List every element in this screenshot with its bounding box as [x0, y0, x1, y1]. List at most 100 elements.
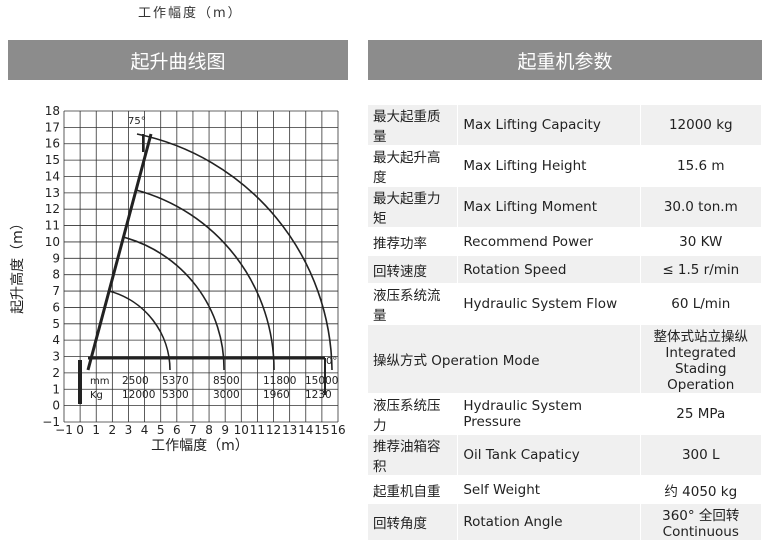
- y-tick-label: 7: [52, 284, 60, 298]
- x-tick-label: 1: [92, 423, 100, 437]
- table-row: 最大起重质量 Max Lifting Capacity 12000 kg: [368, 105, 763, 146]
- x-axis-label: 工作幅度（m）: [151, 438, 249, 454]
- table-cell: 30 KW: [640, 227, 763, 256]
- table-row: 起重机自重 Self Weight 约 4050 kg: [368, 475, 763, 504]
- table-cell: Self Weight: [457, 475, 641, 504]
- table-cell: 15.6 m: [640, 145, 763, 187]
- load-value: 1960: [263, 389, 290, 401]
- x-tick-label: 6: [173, 423, 181, 437]
- table-cell: 60 L/min: [640, 283, 763, 325]
- table-cell: 液压系统压力: [368, 393, 459, 435]
- radius-value: 15000: [305, 375, 338, 387]
- table-cell: 液压系统流量: [368, 283, 459, 325]
- load-value: 5300: [162, 389, 189, 401]
- y-tick-label: 2: [52, 366, 60, 380]
- table-cell: ≤ 1.5 r/min: [640, 255, 763, 284]
- x-tick-label: 4: [141, 423, 149, 437]
- y-tick-label: 13: [45, 186, 60, 200]
- table-cell: Oil Tank Capaticy: [457, 434, 641, 476]
- y-tick-label: 6: [52, 300, 60, 314]
- y-tick-label: 1: [52, 382, 60, 396]
- table-row: 回转角度 Rotation Angle 360° 全回转 Continuous: [368, 503, 763, 541]
- arc: [135, 189, 275, 371]
- table-cell: Rotation Speed: [457, 255, 641, 284]
- table-row: 液压系统压力 Hydraulic System Pressure 25 MPa: [368, 393, 763, 435]
- spec-table: 最大起重质量 Max Lifting Capacity 12000 kg 最大起升高度…: [368, 105, 763, 541]
- row-label: Kg: [90, 390, 103, 401]
- x-tick-label: 11: [250, 423, 265, 437]
- table-row: 推荐功率 Recommend Power 30 KW: [368, 227, 763, 256]
- y-tick-label: 15: [45, 153, 60, 167]
- x-tick-label: 14: [298, 423, 313, 437]
- y-tick-label: 17: [45, 120, 60, 134]
- table-cell: 回转速度: [368, 255, 459, 284]
- y-tick-label: 14: [45, 169, 60, 183]
- load-value: 12000: [122, 389, 155, 401]
- table-cell: 整体式站立操纵 Integrated Stading Operation: [640, 324, 763, 394]
- y-tick-label: 4: [52, 333, 60, 347]
- x-tick-label: 0: [76, 423, 84, 437]
- table-cell: Recommend Power: [457, 227, 641, 256]
- boom: [86, 133, 153, 371]
- table-cell: 最大起重质量: [368, 105, 459, 146]
- table-cell: 操纵方式 Operation Mode: [368, 324, 641, 394]
- page: {"header_caption":"工作幅度（m）", "left_title…: [8, 6, 763, 541]
- table-cell: 300 L: [640, 434, 763, 476]
- caption: 工作幅度（m）: [138, 6, 243, 21]
- y-tick-label: 5: [52, 317, 60, 331]
- y-tick-label: 10: [45, 235, 60, 249]
- table-cell: Max Lifting Moment: [457, 186, 641, 228]
- arc: [136, 133, 333, 371]
- table-cell: 最大起重力矩: [368, 186, 459, 228]
- section-title: 起升曲线图: [8, 40, 348, 80]
- radius-value: 8500: [213, 375, 240, 387]
- y-tick-label: 18: [45, 104, 60, 118]
- y-tick-label: −1: [42, 415, 60, 429]
- x-tick-label: 2: [109, 423, 117, 437]
- y-tick-label: 8: [52, 268, 60, 282]
- load-chart: 1817161514131211109876543210−11615141312…: [9, 104, 346, 454]
- table-cell: Max Lifting Height: [457, 145, 641, 187]
- x-tick-label: 8: [205, 423, 213, 437]
- arc: [122, 236, 225, 371]
- x-tick-label: 12: [266, 423, 281, 437]
- radius-value: 11800: [263, 375, 296, 387]
- table-row: 液压系统流量 Hydraulic System Flow 60 L/min: [368, 283, 763, 325]
- table-cell: 25 MPa: [640, 393, 763, 435]
- table-cell: 回转角度: [368, 503, 459, 541]
- y-tick-label: 11: [45, 219, 60, 233]
- table-cell: 12000 kg: [640, 105, 763, 146]
- x-tick-label: 5: [157, 423, 165, 437]
- y-tick-label: 3: [52, 350, 60, 364]
- table-cell: Rotation Angle: [457, 503, 641, 541]
- table-row: 操纵方式 Operation Mode 整体式站立操纵 Integrated St…: [368, 324, 763, 394]
- table-row: 最大起重力矩 Max Lifting Moment 30.0 ton.m: [368, 186, 763, 228]
- x-tick-label: 15: [314, 423, 329, 437]
- table-row: 回转速度 Rotation Speed ≤ 1.5 r/min: [368, 255, 763, 284]
- load-value: 3000: [213, 389, 240, 401]
- table-cell: Max Lifting Capacity: [457, 105, 641, 146]
- angle-label: 0°: [326, 356, 337, 367]
- y-tick-label: 16: [45, 137, 60, 151]
- table-cell: 约 4050 kg: [640, 475, 763, 504]
- section-title: 起重机参数: [368, 40, 762, 80]
- x-tick-label: 3: [125, 423, 133, 437]
- x-tick-label: 16: [330, 423, 345, 437]
- x-tick-label: 13: [282, 423, 297, 437]
- table-row: 推荐油箱容积 Oil Tank Capaticy 300 L: [368, 434, 763, 476]
- table-cell: 推荐油箱容积: [368, 434, 459, 476]
- row-label: mm: [90, 376, 109, 387]
- radius-value: 5370: [162, 375, 189, 387]
- y-tick-label: 0: [52, 399, 60, 413]
- load-value: 1230: [305, 389, 332, 401]
- table-cell: Hydraulic System Flow: [457, 283, 641, 325]
- y-tick-label: 9: [52, 251, 60, 265]
- y-tick-label: 12: [45, 202, 60, 216]
- table-cell: 30.0 ton.m: [640, 186, 763, 228]
- angle-label: 75°: [128, 116, 146, 127]
- x-tick-label: −1: [55, 423, 73, 437]
- table-row: 最大起升高度 Max Lifting Height 15.6 m: [368, 145, 763, 187]
- x-tick-label: 10: [234, 423, 249, 437]
- y-axis-label: 起升高度（m）: [9, 216, 26, 314]
- x-tick-label: 9: [221, 423, 229, 437]
